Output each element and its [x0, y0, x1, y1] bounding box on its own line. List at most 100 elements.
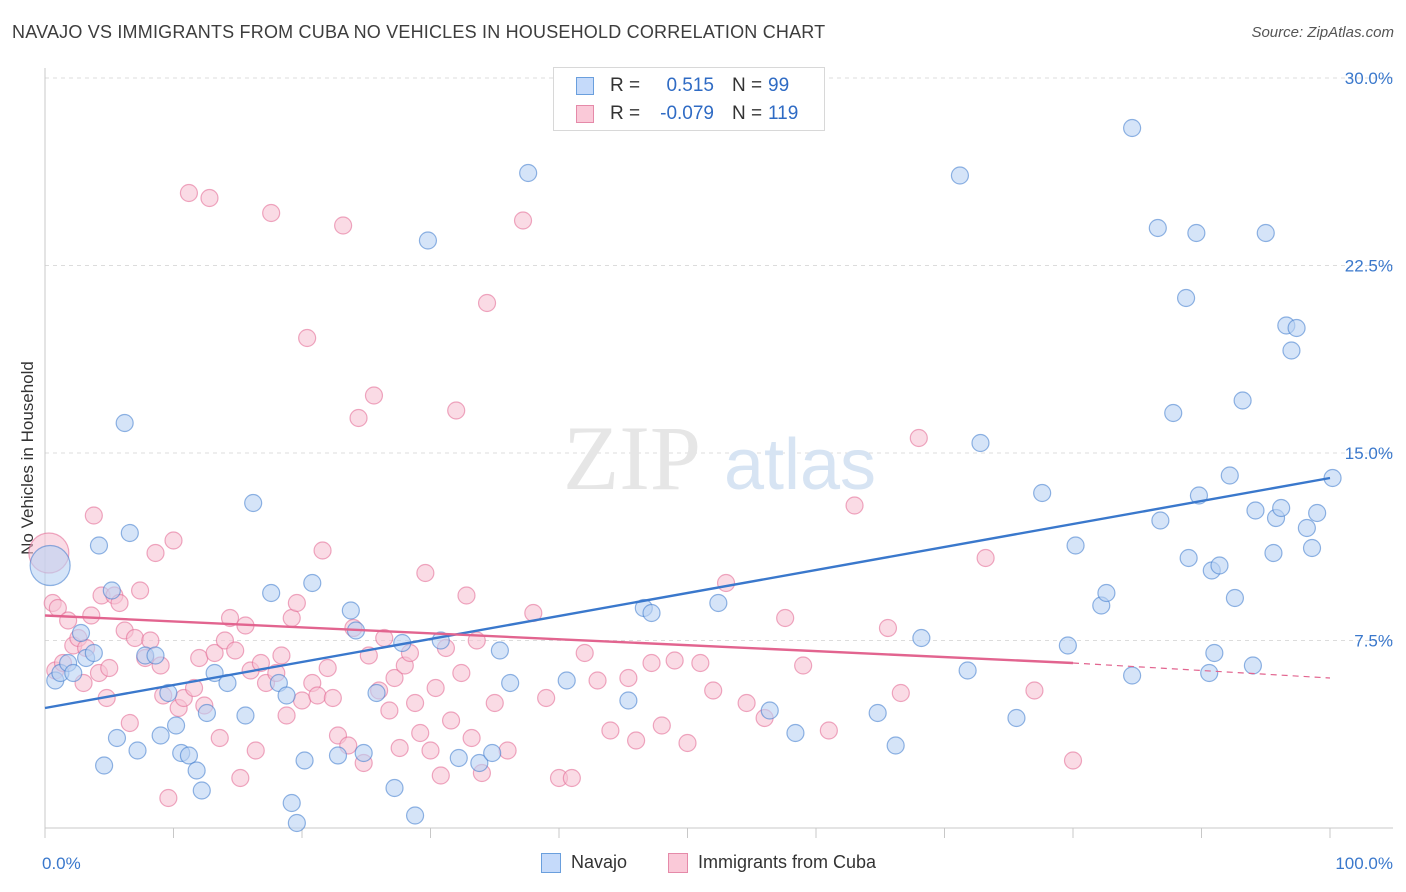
navajo-point: [1272, 498, 1291, 518]
navajo-point: [107, 728, 127, 748]
n-value: 119: [768, 103, 799, 124]
cuba-point: [1063, 751, 1083, 770]
cuba-point: [179, 183, 199, 203]
navajo-point: [64, 663, 83, 683]
navajo-point: [619, 691, 638, 710]
cuba-point: [426, 678, 445, 698]
navajo-trend-line: [44, 476, 1331, 710]
cuba-point: [845, 496, 864, 515]
cuba-point: [485, 693, 504, 713]
cuba-point: [323, 688, 342, 708]
navajo-point: [1282, 341, 1301, 360]
cuba-point: [210, 728, 229, 748]
navajo-point: [354, 743, 373, 763]
navajo-point: [1200, 663, 1219, 683]
cuba-point: [205, 643, 224, 663]
n-label: N =: [732, 75, 763, 96]
navajo-point: [1033, 483, 1052, 503]
cuba-point: [794, 656, 813, 675]
navajo-points: [29, 118, 1342, 833]
navajo-point: [115, 413, 134, 433]
watermark-zip: ZIP: [563, 407, 701, 509]
navajo-point: [179, 746, 199, 765]
navajo-point: [244, 493, 263, 513]
y-tick-label: 30.0%: [1345, 69, 1393, 88]
cuba-point: [537, 688, 556, 708]
cuba-point: [498, 741, 517, 760]
navajo-point: [1210, 556, 1229, 575]
navajo-point: [1151, 511, 1170, 530]
x-tick-label: 100.0%: [1335, 854, 1393, 873]
navajo-point: [120, 523, 139, 543]
navajo-point: [1243, 656, 1263, 675]
navajo-point: [262, 583, 281, 603]
navajo-point: [1233, 391, 1252, 410]
navajo-point: [642, 603, 661, 623]
navajo-point: [84, 643, 103, 663]
navajo-point: [128, 741, 147, 760]
navajo-point: [159, 683, 178, 703]
cuba-point: [59, 611, 78, 630]
cuba-point: [588, 671, 607, 690]
cuba-point: [619, 668, 638, 688]
navajo-point: [1308, 503, 1327, 523]
cuba-point: [246, 741, 265, 760]
navajo-point: [187, 761, 206, 780]
navajo-point: [277, 686, 296, 705]
cuba-point: [665, 651, 684, 670]
n-value: 99: [768, 75, 790, 96]
navajo-point: [192, 781, 211, 800]
chart-title: NAVAJO VS IMMIGRANTS FROM CUBA NO VEHICL…: [12, 22, 826, 42]
navajo-point: [1007, 708, 1026, 728]
watermark: ZIP atlas: [563, 407, 876, 509]
cuba-point: [447, 401, 466, 420]
navajo-point: [449, 748, 468, 768]
navajo-point: [341, 601, 360, 620]
navajo-point: [1287, 318, 1306, 338]
navajo-point: [29, 544, 71, 587]
cuba-point: [159, 788, 178, 808]
navajo-point: [385, 778, 404, 798]
stats-row-navajo: R = 0.515 N = 99: [554, 72, 824, 100]
cuba-point: [277, 706, 296, 725]
navajo-point: [1187, 223, 1206, 243]
cuba-point: [462, 728, 481, 748]
navajo-point: [405, 806, 425, 825]
cuba-point: [318, 658, 337, 678]
cuba-point: [891, 683, 910, 703]
cuba-point: [125, 628, 145, 648]
cuba-point: [349, 408, 368, 428]
navajo-point: [287, 813, 306, 833]
navajo-point: [1164, 403, 1183, 423]
cuba-point: [184, 678, 204, 698]
y-tick-label: 22.5%: [1345, 257, 1393, 276]
cuba-point: [313, 541, 332, 560]
navajo-point: [151, 726, 170, 745]
cuba-point: [308, 686, 327, 705]
cuba-point: [272, 646, 291, 665]
r-value: 0.515: [666, 75, 714, 96]
cuba-point: [164, 531, 183, 550]
cuba-point: [976, 548, 995, 568]
cuba-point: [652, 716, 671, 735]
cuba-point: [405, 693, 425, 713]
cuba-point: [130, 581, 150, 600]
cuba-point: [292, 691, 312, 710]
cuba-point: [626, 731, 646, 750]
cuba-point: [390, 738, 409, 758]
cuba-point: [84, 506, 103, 525]
navajo-point: [1256, 223, 1275, 243]
navajo-legend-swatch: [541, 853, 561, 873]
navajo-point: [958, 661, 977, 680]
trend-lines: [44, 476, 1331, 710]
cuba-point: [220, 608, 240, 628]
navajo-point: [1058, 636, 1077, 655]
cuba-point: [411, 723, 430, 743]
navajo-point: [236, 706, 255, 725]
x-tick-label: 0.0%: [42, 854, 81, 873]
cuba-point: [120, 713, 139, 733]
r-label: R =: [610, 75, 641, 96]
cuba-swatch: [576, 105, 594, 123]
cuba-point: [146, 543, 165, 563]
